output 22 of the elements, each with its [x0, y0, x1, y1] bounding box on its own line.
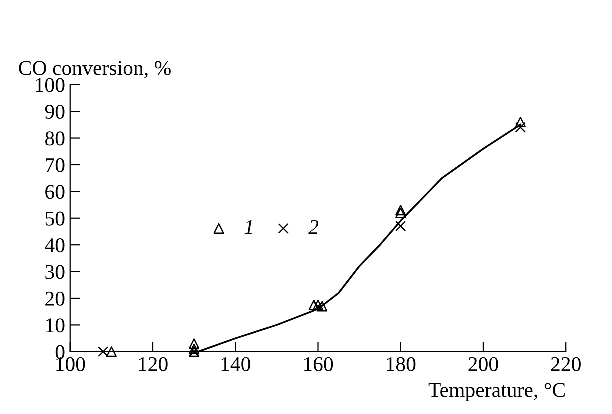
y-tick-label: 100	[36, 78, 65, 92]
y-tick-label: 20	[46, 292, 65, 306]
legend-label: 1	[244, 220, 252, 234]
y-tick-label: 70	[46, 158, 65, 172]
y-tick-label: 60	[46, 185, 65, 200]
x-tick-label: 100	[56, 357, 86, 372]
y-tick-label: 0	[56, 345, 65, 360]
x-tick-label: 200	[468, 357, 498, 372]
y-tick-label: 10	[46, 318, 65, 333]
x-axis-title: Temperature, °C	[428, 383, 565, 402]
y-tick-label: 80	[45, 132, 65, 146]
x-tick-label: 220	[551, 357, 581, 372]
y-tick-label: 50	[46, 212, 65, 226]
x-tick-label: 120	[139, 357, 168, 372]
x-tick-label: 160	[304, 357, 334, 372]
legend-label: 2	[308, 220, 319, 234]
y-tick-label: 90	[45, 104, 65, 120]
x-tick-label: 140	[222, 357, 250, 372]
x-tick-label: 180	[387, 357, 416, 372]
y-tick-label: 40	[45, 238, 65, 253]
y-axis-title: CO conversion, %	[19, 61, 171, 78]
y-tick-label: 30	[46, 265, 65, 280]
